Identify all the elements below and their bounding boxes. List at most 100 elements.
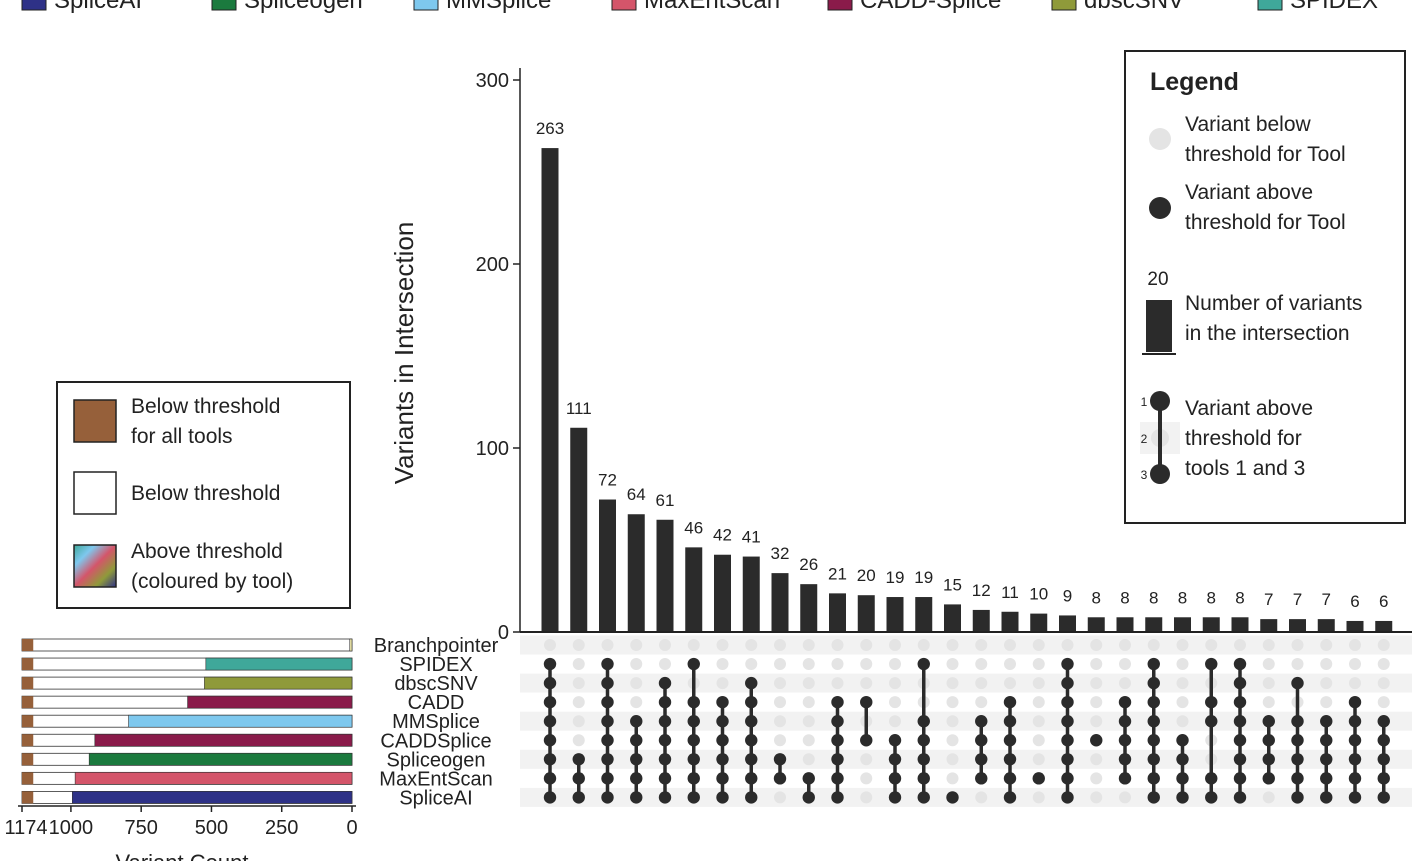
set-size-below-all-8	[22, 791, 34, 804]
matrix-dot-on-8-29	[1377, 791, 1390, 804]
intersection-bar-label-14: 15	[943, 575, 962, 594]
y-axis-title: Variants in Intersection	[389, 222, 419, 485]
matrix-dot-off-3-22	[1176, 696, 1189, 709]
intersection-bar-20	[1116, 617, 1134, 632]
matrix-dot-on-7-23	[1205, 772, 1218, 785]
set-size-above-4	[128, 714, 353, 728]
matrix-dot-on-4-23	[1205, 715, 1218, 728]
matrix-dot-off-7-14	[946, 772, 959, 785]
matrix-dot-off-2-11	[860, 677, 873, 690]
matrix-dot-off-3-25	[1262, 696, 1275, 709]
matrix-dot-off-2-17	[1032, 677, 1045, 690]
matrix-dot-off-1-17	[1032, 658, 1045, 671]
matrix-dot-on-8-5	[687, 791, 700, 804]
matrix-dot-off-0-2	[601, 639, 614, 651]
bar-legend-swatch-1	[73, 471, 117, 515]
set-size-below-all-4	[22, 715, 34, 728]
matrix-dot-on-4-28	[1348, 715, 1362, 728]
matrix-dot-off-3-1	[572, 696, 585, 709]
matrix-dot-on-7-27	[1320, 772, 1333, 785]
set-size-below-all-1	[22, 658, 34, 671]
bar-legend-swatch-2	[73, 544, 117, 588]
intersection-bar-8	[771, 573, 789, 632]
intersection-bar-3	[627, 514, 645, 632]
legend-bar-line2: in the intersection	[1185, 322, 1350, 345]
intersection-bar-6	[714, 554, 731, 632]
legend-below-line1: Variant below	[1185, 113, 1312, 136]
matrix-dot-off-0-29	[1377, 639, 1390, 651]
intersection-bar-27	[1317, 619, 1335, 632]
matrix-dot-off-3-19	[1090, 696, 1103, 709]
set-size-above-7	[74, 772, 353, 785]
intersection-bar-7	[742, 556, 760, 632]
matrix-dot-off-1-22	[1176, 658, 1189, 671]
matrix-dot-off-4-17	[1032, 715, 1045, 728]
intersection-bar-24	[1231, 617, 1249, 632]
matrix-dot-off-1-7	[745, 658, 758, 671]
matrix-dot-off-2-3	[630, 677, 643, 690]
matrix-dot-on-6-25	[1262, 753, 1275, 766]
intersection-bar-label-9: 26	[799, 555, 818, 574]
matrix-dot-on-5-6	[716, 734, 729, 747]
set-size-total-0	[21, 638, 353, 652]
bar-legend-line2-0: for all tools	[131, 425, 233, 448]
tool-legend-label-1: Spliceogen	[244, 0, 363, 14]
matrix-dot-off-0-17	[1032, 639, 1045, 651]
set-size-above-0	[349, 638, 353, 652]
matrix-dot-off-0-10	[831, 639, 844, 651]
matrix-dot-off-3-15	[975, 696, 988, 709]
intersection-bar-label-27: 7	[1322, 590, 1331, 609]
matrix-dot-on-7-24	[1233, 772, 1247, 785]
matrix-dot-off-0-0	[544, 639, 556, 651]
matrix-dot-on-8-1	[572, 791, 585, 804]
intersection-bar-label-2: 72	[598, 471, 617, 490]
bar-legend: Below threshold for all tools Below thresh…	[56, 381, 351, 609]
set-axis-tick-label-2: 750	[124, 817, 157, 839]
matrix-dot-on-8-14	[946, 791, 959, 804]
set-label-6: Spliceogen	[387, 749, 486, 771]
matrix-dot-on-3-4	[658, 695, 672, 709]
matrix-dot-on-6-26	[1291, 753, 1304, 766]
matrix-dot-on-7-17	[1032, 772, 1045, 785]
matrix-dot-off-0-1	[572, 639, 585, 651]
set-size-below-all-0	[22, 639, 34, 651]
intersection-bar-label-7: 41	[742, 528, 761, 547]
matrix-dot-off-0-22	[1176, 639, 1189, 651]
matrix-dot-off-0-6	[716, 639, 729, 651]
intersection-bar-label-21: 8	[1149, 588, 1158, 607]
matrix-dot-on-1-5	[687, 657, 700, 671]
matrix-dot-off-6-17	[1032, 753, 1045, 766]
legend-bar-value: 20	[1147, 269, 1168, 290]
matrix-dot-on-4-10	[831, 715, 844, 728]
intersection-bar-label-0: 263	[536, 119, 564, 138]
matrix-dot-on-3-23	[1205, 695, 1218, 709]
matrix-dot-off-1-10	[831, 658, 844, 671]
matrix-dot-off-6-11	[860, 753, 873, 766]
matrix-dot-on-5-20	[1118, 734, 1132, 747]
matrix-dot-off-0-14	[946, 639, 959, 651]
matrix-dot-on-4-4	[658, 715, 672, 728]
matrix-dot-off-1-20	[1119, 658, 1131, 671]
matrix-dot-on-5-16	[1003, 734, 1017, 747]
intersection-bar-23	[1202, 617, 1220, 632]
intersection-bar-label-18: 9	[1063, 586, 1072, 605]
set-label-8: SpliceAI	[399, 787, 472, 809]
matrix-dot-off-4-9	[802, 715, 815, 728]
legend-link-label-2: 3	[1141, 468, 1148, 482]
matrix-dot-on-2-4	[658, 676, 672, 690]
matrix-dot-on-3-10	[831, 695, 844, 709]
tool-legend-label-4: CADD-Splice	[860, 0, 1001, 14]
tool-legend-swatch-4	[827, 0, 853, 11]
matrix-dot-on-3-24	[1233, 695, 1247, 709]
intersection-bar-label-16: 11	[1001, 583, 1019, 602]
legend-link-dot-3	[1150, 464, 1170, 484]
matrix-dot-on-1-21	[1147, 657, 1160, 671]
intersection-bar-5	[685, 547, 703, 632]
matrix-dot-on-1-23	[1205, 657, 1218, 671]
matrix-dot-off-1-14	[946, 658, 959, 671]
intersection-bar-25	[1260, 619, 1278, 632]
y-tick-label-2: 200	[476, 254, 509, 276]
matrix-dot-off-1-1	[572, 658, 585, 671]
matrix-dot-off-3-27	[1320, 696, 1333, 709]
matrix-dot-on-7-26	[1291, 772, 1304, 785]
